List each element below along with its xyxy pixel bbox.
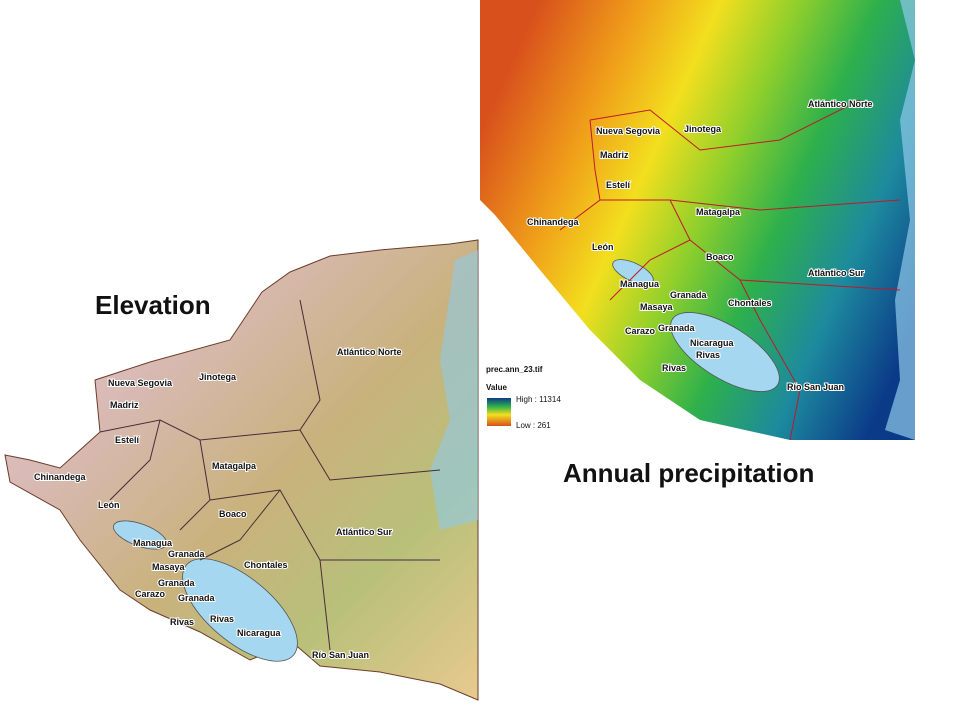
region-label: León	[592, 242, 614, 252]
region-label: Río San Juan	[312, 650, 369, 660]
region-label: Managua	[133, 538, 173, 548]
region-label: Jinotega	[199, 372, 237, 382]
region-label: León	[98, 500, 120, 510]
region-label: Carazo	[135, 589, 166, 599]
region-label: Estelí	[606, 180, 631, 190]
region-label: Nueva Segovia	[596, 126, 661, 136]
region-label: Nueva Segovia	[108, 378, 173, 388]
legend-low: Low : 261	[516, 421, 551, 430]
region-label: Madriz	[110, 400, 139, 410]
legend-field: Value	[486, 383, 507, 392]
elevation-map	[4, 239, 479, 701]
region-label: Atlántico Norte	[337, 347, 402, 357]
region-label: Granada	[670, 290, 708, 300]
region-label: Granada	[658, 323, 696, 333]
region-label: Río San Juan	[787, 382, 844, 392]
region-label: Rivas	[210, 614, 234, 624]
region-label: Atlántico Norte	[808, 99, 873, 109]
region-label: Nicaragua	[237, 628, 282, 638]
region-label: Carazo	[625, 326, 656, 336]
coast-water	[430, 250, 478, 530]
region-label: Boaco	[706, 252, 734, 262]
region-label: Rivas	[662, 363, 686, 373]
legend-high: High : 11314	[516, 395, 561, 404]
lake-managua	[113, 520, 167, 550]
boundaries	[559, 99, 901, 441]
legend-file: prec.ann_23.tif	[486, 365, 543, 374]
region-label: Matagalpa	[212, 461, 257, 471]
lake-nicaragua	[670, 312, 780, 392]
legend-gradient	[487, 398, 511, 426]
region-label: Chontales	[244, 560, 288, 570]
region-label: Masaya	[152, 562, 186, 572]
region-label: Granada	[168, 549, 206, 559]
region-label: Matagalpa	[696, 207, 741, 217]
precipitation-map	[480, 0, 915, 441]
region-label: Chontales	[728, 298, 772, 308]
region-label: Estelí	[115, 435, 140, 445]
region-label: Granada	[158, 578, 196, 588]
lake-nicaragua	[182, 558, 298, 662]
elevation-title: Elevation	[95, 290, 211, 320]
boundaries	[99, 299, 441, 651]
region-label: Rivas	[696, 350, 720, 360]
region-label: Nicaragua	[690, 338, 735, 348]
region-label: Jinotega	[684, 124, 722, 134]
coast-water	[885, 0, 915, 440]
region-label: Masaya	[640, 302, 674, 312]
region-label: Madriz	[600, 150, 629, 160]
region-label: Granada	[178, 593, 216, 603]
region-label: Managua	[620, 279, 660, 289]
region-label: Chinandega	[527, 217, 579, 227]
region-label: Chinandega	[34, 472, 86, 482]
region-label: Atlántico Sur	[336, 527, 393, 537]
region-label: Atlántico Sur	[808, 268, 865, 278]
land	[480, 0, 915, 440]
region-label: Boaco	[219, 509, 247, 519]
precipitation-title: Annual precipitation	[563, 458, 814, 488]
region-label: Rivas	[170, 617, 194, 627]
